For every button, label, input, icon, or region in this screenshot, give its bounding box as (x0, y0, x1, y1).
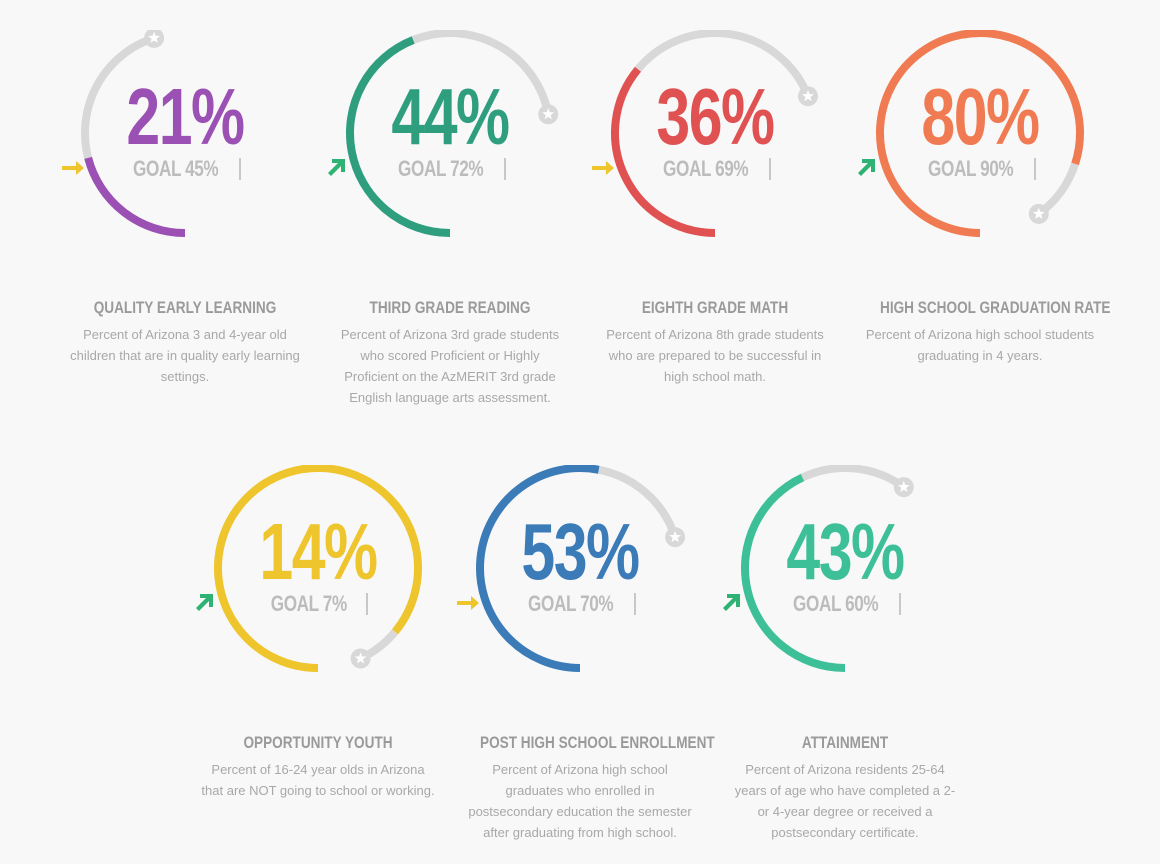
metric-description: Percent of Arizona high school graduates… (468, 762, 692, 840)
goal-track-arc (800, 465, 907, 491)
value-arc (476, 465, 600, 672)
goal-label: GOAL 7% (270, 591, 348, 616)
gauge-ring (346, 30, 559, 237)
goal-label: GOAL 60% (793, 591, 879, 616)
divider (238, 158, 241, 180)
gauge: 80% GOAL 90% (855, 30, 1105, 260)
metric-eighth-grade-math: 36% GOAL 69% EIGHTH GRADE MATH Percent o… (590, 30, 840, 387)
value-arc (611, 66, 716, 237)
metric-description: Percent of Arizona 3 and 4-year old chil… (70, 327, 300, 384)
value-arc (214, 465, 422, 672)
gauge: 21% GOAL 45% (60, 30, 310, 260)
divider (1033, 158, 1036, 180)
metric-quality-early-learning: 21% GOAL 45% QUALITY EARLY LEARNING Perc… (60, 30, 310, 387)
star-icon (354, 652, 367, 664)
goal-label: GOAL 90% (928, 156, 1014, 181)
metric-description: Percent of Arizona residents 25-64 years… (734, 762, 956, 840)
metric-description: Percent of 16-24 year olds in Arizona th… (201, 762, 435, 798)
goal-track-arc (411, 30, 553, 116)
metric-title: HIGH SCHOOL GRADUATION RATE (880, 298, 1111, 317)
star-icon (802, 89, 814, 102)
metric-title: THIRD GRADE READING (369, 298, 531, 317)
metric-post-high-school-enrollment: 53% GOAL 70% POST HIGH SCHOOL ENROLLMENT… (455, 465, 715, 843)
goal-label: GOAL 70% (528, 591, 614, 616)
value-arc (346, 36, 451, 237)
metric-value: 21% (126, 72, 245, 161)
goal-label: GOAL 72% (398, 156, 484, 181)
divider (503, 158, 506, 180)
goal-label: GOAL 69% (663, 156, 749, 181)
gauge: 36% GOAL 69% (590, 30, 840, 260)
metric-high-school-graduation-rate: 80% GOAL 90% HIGH SCHOOL GRADUATION RATE… (855, 30, 1111, 366)
gauge-ring (611, 30, 818, 237)
metric-value: 14% (259, 507, 378, 596)
metric-value: 53% (521, 507, 640, 596)
divider (365, 593, 368, 615)
gauge: 53% GOAL 70% (455, 465, 705, 695)
divider (768, 158, 771, 180)
gauge-ring (214, 465, 422, 672)
gauge-ring (876, 30, 1084, 237)
value-arc (876, 30, 1084, 237)
metric-title: POST HIGH SCHOOL ENROLLMENT (480, 733, 715, 752)
metric-value: 36% (656, 72, 775, 161)
metric-attainment: 43% GOAL 60% ATTAINMENT Percent of Arizo… (720, 465, 970, 843)
metric-description: Percent of Arizona 8th grade students wh… (606, 327, 824, 384)
metric-description: Percent of Arizona 3rd grade students wh… (340, 327, 560, 405)
star-icon (542, 108, 555, 120)
gauge: 14% GOAL 7% (193, 465, 443, 695)
metric-third-grade-reading: 44% GOAL 72% THIRD GRADE READING Percent… (325, 30, 575, 408)
star-icon (669, 530, 682, 543)
divider (898, 593, 901, 615)
metric-description: Percent of Arizona high school students … (865, 327, 1095, 363)
goal-label: GOAL 45% (133, 156, 219, 181)
metric-value: 44% (391, 72, 510, 161)
star-icon (1032, 207, 1045, 219)
star-icon (897, 480, 910, 493)
metric-value: 80% (921, 72, 1040, 161)
gauge-ring (476, 465, 686, 672)
gauge-ring (81, 30, 186, 237)
metric-value: 43% (786, 507, 905, 596)
gauge-ring (741, 465, 914, 672)
metric-title: QUALITY EARLY LEARNING (93, 298, 277, 317)
star-icon (148, 31, 160, 43)
divider (633, 593, 636, 615)
metric-title: ATTAINMENT (801, 733, 889, 752)
value-arc (84, 156, 186, 237)
metric-title: OPPORTUNITY YOUTH (243, 733, 393, 752)
metric-opportunity-youth: 14% GOAL 7% OPPORTUNITY YOUTH Percent of… (193, 465, 443, 801)
gauge: 44% GOAL 72% (325, 30, 575, 260)
metric-title: EIGHTH GRADE MATH (641, 298, 789, 317)
goal-track-arc (81, 34, 156, 159)
value-arc (741, 473, 846, 672)
gauge: 43% GOAL 60% (720, 465, 970, 695)
goal-track-arc (634, 30, 812, 98)
goal-track-arc (597, 465, 679, 539)
